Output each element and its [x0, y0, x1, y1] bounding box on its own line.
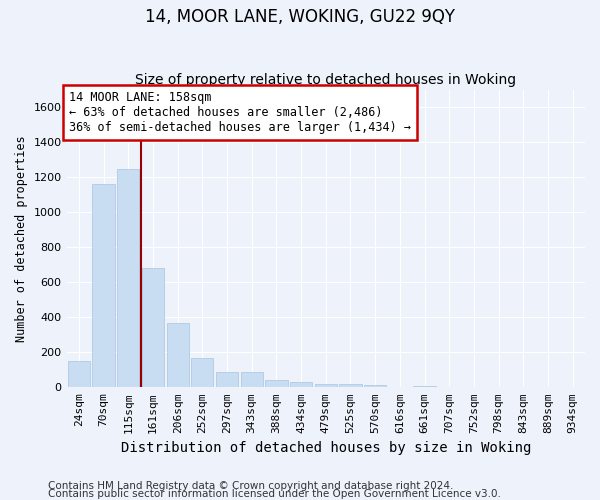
Bar [265, 380, 287, 388]
Bar [241, 372, 263, 388]
Bar [191, 358, 214, 388]
Bar [340, 384, 362, 388]
Text: 14 MOOR LANE: 158sqm
← 63% of detached houses are smaller (2,486)
36% of semi-de: 14 MOOR LANE: 158sqm ← 63% of detached h… [69, 91, 411, 134]
Bar [364, 384, 386, 388]
Bar [290, 382, 312, 388]
Bar [216, 372, 238, 388]
Text: 14, MOOR LANE, WOKING, GU22 9QY: 14, MOOR LANE, WOKING, GU22 9QY [145, 8, 455, 26]
Title: Size of property relative to detached houses in Woking: Size of property relative to detached ho… [135, 73, 517, 87]
Bar [167, 324, 189, 388]
Text: Contains public sector information licensed under the Open Government Licence v3: Contains public sector information licen… [48, 489, 501, 499]
Bar [314, 384, 337, 388]
Bar [68, 361, 90, 388]
Bar [142, 268, 164, 388]
Text: Contains HM Land Registry data © Crown copyright and database right 2024.: Contains HM Land Registry data © Crown c… [48, 481, 454, 491]
Bar [413, 386, 436, 388]
Bar [117, 169, 139, 388]
Bar [92, 184, 115, 388]
X-axis label: Distribution of detached houses by size in Woking: Distribution of detached houses by size … [121, 441, 531, 455]
Y-axis label: Number of detached properties: Number of detached properties [15, 135, 28, 342]
